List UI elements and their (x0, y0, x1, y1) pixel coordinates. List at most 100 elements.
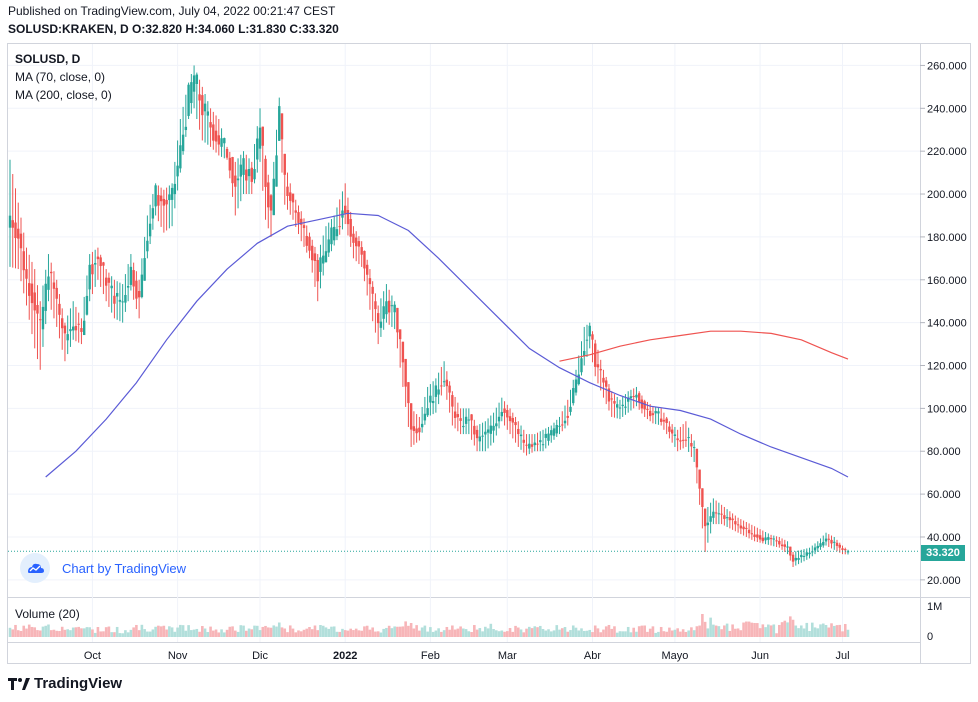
price-tick-label: 160.000 (927, 275, 967, 287)
candle-body (563, 420, 567, 424)
candle-body (88, 264, 91, 290)
volume-bar (544, 630, 548, 637)
volume-bar (195, 628, 199, 637)
volume-bar (585, 630, 589, 637)
time-axis[interactable]: Oct Nov Dic 2022 Feb Mar Abr Mayo Jun Jul (84, 650, 850, 662)
legend-ma200[interactable]: MA (200, close, 0) (15, 88, 112, 102)
candle-body (181, 134, 185, 152)
candle-body (159, 195, 163, 202)
candle-body (247, 169, 251, 177)
volume-bar (758, 628, 762, 637)
volume-bar (451, 625, 454, 637)
volume-bar (486, 628, 490, 637)
volume-bar (692, 630, 696, 637)
volume-bar (376, 631, 380, 637)
volume-bar (203, 628, 207, 637)
candle-body (706, 522, 710, 526)
volume-bar (176, 627, 179, 637)
candle-body (797, 557, 800, 560)
candle-body (179, 145, 182, 169)
candle-body (264, 158, 267, 187)
volume-bar (467, 631, 471, 637)
candle-body (146, 240, 149, 252)
volume-bar (280, 627, 284, 637)
volume-bar (838, 624, 842, 637)
candle-body (225, 148, 229, 158)
candle-body (379, 321, 383, 328)
candle-body (464, 416, 468, 424)
volume-bar (830, 623, 833, 637)
candle-body (313, 253, 317, 261)
candle-body (297, 212, 300, 223)
volume-bar (506, 631, 509, 637)
candle-body (245, 169, 248, 181)
candle-body (808, 552, 811, 555)
volume-bar (635, 631, 638, 637)
candle-body (261, 126, 264, 146)
candle-body (640, 399, 644, 409)
candle-body (135, 280, 138, 299)
candle-body (360, 247, 363, 255)
volume-bar (368, 629, 372, 637)
volume-bar (27, 624, 31, 637)
volume-tick-label: 0 (927, 631, 933, 643)
candle-body (143, 258, 146, 281)
volume-bar (429, 627, 432, 637)
volume-bar (352, 630, 355, 637)
candle-body (437, 389, 440, 395)
candle-body (786, 546, 789, 548)
volume-bar (525, 628, 528, 637)
volume-bar (484, 626, 487, 637)
volume-bar (192, 629, 196, 637)
candle-body (322, 255, 325, 264)
volume-bar (99, 631, 102, 637)
badge-text[interactable]: Chart by TradingView (62, 560, 187, 576)
volume-bar (129, 629, 133, 637)
tradingview-footer[interactable]: TradingView (8, 675, 122, 692)
volume-bars (8, 613, 850, 637)
candle-body (481, 435, 484, 437)
tradingview-cloud-icon (20, 553, 50, 583)
chart-by-tradingview-badge[interactable]: Chart by TradingView (20, 553, 186, 583)
volume-bar (135, 624, 138, 637)
time-tick-label: Nov (168, 650, 188, 662)
volume-bar (102, 631, 105, 637)
volume-bar (341, 628, 344, 637)
volume-bar (690, 627, 693, 637)
volume-bar (412, 628, 416, 637)
volume-bar (665, 631, 668, 637)
volume-bar (810, 622, 814, 637)
candle-body (547, 433, 550, 441)
volume-bar (632, 627, 635, 637)
candle-body (198, 94, 201, 101)
volume-bar (654, 632, 657, 637)
candle-body (462, 425, 465, 428)
volume-bar (563, 627, 567, 637)
legend-volume[interactable]: Volume (20) (15, 607, 80, 621)
volume-bar (431, 631, 435, 637)
price-axis[interactable]: 20.000 40.000 60.000 80.000 100.000 120.000 14… (920, 60, 967, 587)
volume-bar (701, 613, 704, 637)
volume-bar (316, 630, 320, 637)
candle-body (228, 157, 232, 171)
candle-body (572, 388, 575, 404)
volume-bar (332, 626, 336, 637)
candle-body (126, 286, 130, 288)
volume-bar (681, 629, 685, 637)
ma70-line (45, 212, 849, 478)
volume-bar (58, 631, 61, 637)
price-tick-label: 120.000 (927, 361, 967, 373)
legend-ma70[interactable]: MA (70, close, 0) (15, 70, 106, 84)
candle-body (115, 292, 119, 297)
volume-bar (165, 629, 168, 637)
candle-body (591, 334, 594, 340)
candle-body (618, 407, 622, 409)
candle-body (736, 524, 740, 526)
candle-body (758, 535, 762, 540)
volume-bar (255, 625, 259, 637)
volume-bar (481, 631, 484, 637)
time-tick-label: Jun (751, 650, 769, 662)
footer-text[interactable]: TradingView (34, 675, 123, 692)
volume-bar (756, 623, 759, 637)
